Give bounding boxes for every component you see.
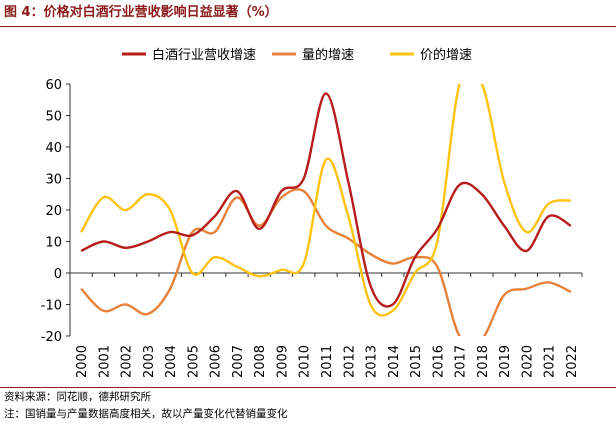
x-tick-label: 2022 xyxy=(565,345,580,378)
series-line-price xyxy=(80,84,572,317)
x-tick-label: 2016 xyxy=(431,345,446,378)
y-tick-label: 60 xyxy=(45,78,62,93)
plot-area xyxy=(80,84,572,336)
legend-label-price: 价的增速 xyxy=(420,47,472,63)
x-tick-label: 2009 xyxy=(275,345,290,378)
series-line-revenue xyxy=(80,92,572,308)
x-tick-label: 2015 xyxy=(409,345,424,378)
y-tick-label: 40 xyxy=(45,141,62,156)
x-tick-label: 2001 xyxy=(97,345,112,378)
y-tick-label: 50 xyxy=(45,110,62,125)
source-note: 资料来源：同花顺，德邦研究所 xyxy=(4,391,151,403)
x-tick-label: 2008 xyxy=(253,345,268,378)
line-chart: 白酒行业营收增速 量的增速 价的增速 -20 -10 0 10 20 30 40 50 60 2000… xyxy=(41,47,583,378)
y-tick-label: -20 xyxy=(41,330,62,345)
axes: -20 -10 0 10 20 30 40 50 60 2000 2001 2002 2003 2004 2… xyxy=(41,78,583,378)
x-tick-label: 2012 xyxy=(342,345,357,378)
figure-title: 图 4：价格对白酒行业营收影响日益显著（%） xyxy=(4,5,278,20)
legend-label-revenue: 白酒行业营收增速 xyxy=(152,47,256,63)
y-tick-label: -10 xyxy=(41,299,62,314)
series-line-volume xyxy=(80,188,572,336)
x-tick-label: 2005 xyxy=(186,345,201,378)
x-tick-label: 2004 xyxy=(164,345,179,378)
y-tick-label: 0 xyxy=(54,267,62,282)
x-tick-label: 2014 xyxy=(387,345,402,378)
footnote: 注：国销量与产量数据高度相关，故以产量变化代替销量变化 xyxy=(4,408,288,420)
x-tick-label: 2017 xyxy=(454,345,469,378)
x-tick-label: 2006 xyxy=(209,345,224,378)
x-tick-label: 2013 xyxy=(365,345,380,378)
x-tick-label: 2020 xyxy=(520,345,535,378)
y-tick-label: 10 xyxy=(45,236,62,251)
title-rule xyxy=(0,26,616,27)
x-tick-label: 2000 xyxy=(75,345,90,378)
x-tick-label: 2021 xyxy=(543,345,558,378)
x-tick-label: 2018 xyxy=(476,345,491,378)
x-tick-label: 2003 xyxy=(142,345,157,378)
legend-label-volume: 量的增速 xyxy=(302,47,354,63)
y-tick-label: 20 xyxy=(45,204,62,219)
x-tick-label: 2011 xyxy=(320,345,335,378)
x-tick-label: 2007 xyxy=(231,345,246,378)
y-tick-label: 30 xyxy=(45,173,62,188)
x-tick-label: 2019 xyxy=(498,345,513,378)
x-tick-label: 2002 xyxy=(120,345,135,378)
footer-rule xyxy=(0,387,616,388)
x-tick-label: 2010 xyxy=(298,345,313,378)
legend: 白酒行业营收增速 量的增速 价的增速 xyxy=(122,47,472,63)
